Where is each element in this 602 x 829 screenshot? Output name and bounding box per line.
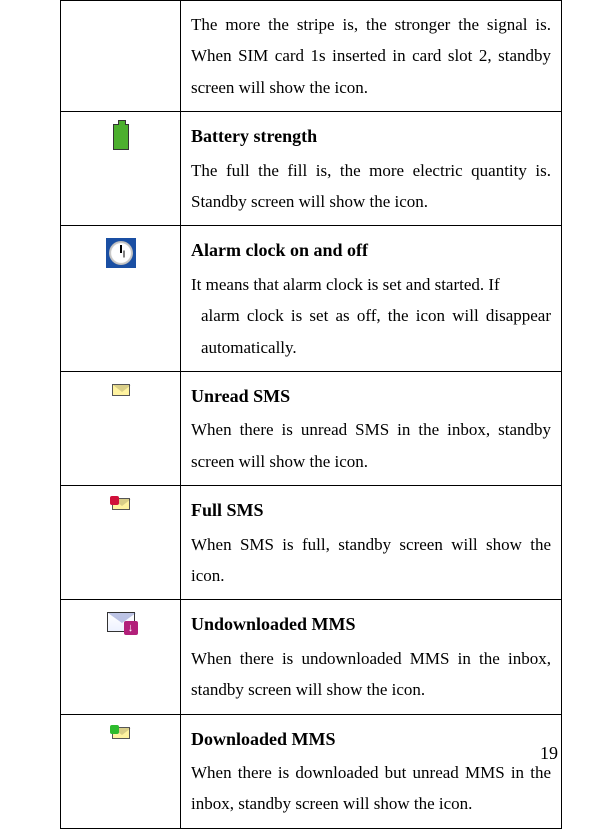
row-title: Full SMS bbox=[191, 494, 551, 527]
description-cell: The more the stripe is, the stronger the… bbox=[181, 1, 562, 112]
description-cell: Unread SMS When there is unread SMS in t… bbox=[181, 372, 562, 486]
description-cell: Undownloaded MMS When there is undownloa… bbox=[181, 600, 562, 714]
row-description: When there is unread SMS in the inbox, s… bbox=[191, 420, 551, 470]
table-row: The more the stripe is, the stronger the… bbox=[61, 1, 562, 112]
undownloaded-mms-icon bbox=[107, 612, 135, 632]
row-title: Unread SMS bbox=[191, 380, 551, 413]
table-row: Undownloaded MMS When there is undownloa… bbox=[61, 600, 562, 714]
battery-icon bbox=[113, 124, 129, 150]
table-row: Unread SMS When there is unread SMS in t… bbox=[61, 372, 562, 486]
row-description: When SMS is full, standby screen will sh… bbox=[191, 535, 551, 585]
description-cell: Alarm clock on and off It means that ala… bbox=[181, 226, 562, 372]
row-description: The full the fill is, the more electric … bbox=[191, 161, 551, 211]
row-title: Alarm clock on and off bbox=[191, 234, 551, 267]
row-description: When there is downloaded but unread MMS … bbox=[191, 763, 551, 813]
icon-cell bbox=[61, 226, 181, 372]
description-cell: Full SMS When SMS is full, standby scree… bbox=[181, 486, 562, 600]
table-row: Full SMS When SMS is full, standby scree… bbox=[61, 486, 562, 600]
row-description-line1: It means that alarm clock is set and sta… bbox=[191, 275, 500, 294]
icon-cell bbox=[61, 112, 181, 226]
icon-cell bbox=[61, 1, 181, 112]
icon-cell bbox=[61, 486, 181, 600]
icon-cell bbox=[61, 714, 181, 828]
table-row: Downloaded MMS When there is downloaded … bbox=[61, 714, 562, 828]
downloaded-mms-icon bbox=[112, 727, 130, 739]
icon-cell bbox=[61, 372, 181, 486]
row-description-line2: alarm clock is set as off, the icon will… bbox=[191, 300, 551, 363]
icon-cell bbox=[61, 600, 181, 714]
page-number: 19 bbox=[540, 743, 558, 764]
row-title: Battery strength bbox=[191, 120, 551, 153]
description-cell: Battery strength The full the fill is, t… bbox=[181, 112, 562, 226]
alarm-clock-icon bbox=[106, 238, 136, 268]
table-row: Battery strength The full the fill is, t… bbox=[61, 112, 562, 226]
row-title: Undownloaded MMS bbox=[191, 608, 551, 641]
row-title: Downloaded MMS bbox=[191, 723, 551, 756]
unread-sms-icon bbox=[112, 384, 130, 396]
full-sms-icon bbox=[112, 498, 130, 510]
icon-description-table: The more the stripe is, the stronger the… bbox=[60, 0, 562, 829]
row-description: The more the stripe is, the stronger the… bbox=[191, 15, 551, 97]
table-row: Alarm clock on and off It means that ala… bbox=[61, 226, 562, 372]
description-cell: Downloaded MMS When there is downloaded … bbox=[181, 714, 562, 828]
row-description: When there is undownloaded MMS in the in… bbox=[191, 649, 551, 699]
